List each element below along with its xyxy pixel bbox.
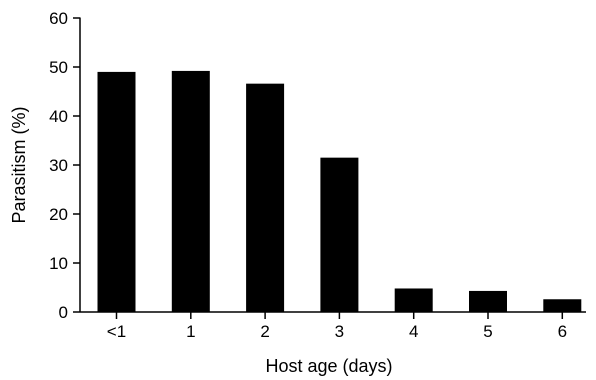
bar	[97, 71, 136, 313]
y-tick-label: 40	[49, 107, 68, 126]
bar	[543, 299, 582, 312]
x-tick-label: 1	[186, 322, 195, 341]
x-tick-label: 3	[335, 322, 344, 341]
x-tick-label: 2	[260, 322, 269, 341]
x-axis-title: Host age (days)	[265, 356, 392, 376]
bar	[320, 157, 359, 312]
y-axis-title: Parasitism (%)	[9, 106, 29, 223]
bar	[171, 70, 210, 312]
x-tick-label: <1	[107, 322, 126, 341]
y-tick-label: 30	[49, 156, 68, 175]
y-tick-label: 0	[59, 303, 68, 322]
x-tick-label: 5	[483, 322, 492, 341]
x-axis-ticks: <1 1 2 3 4 5 6	[107, 312, 567, 341]
bar	[246, 83, 285, 312]
x-tick-label: 4	[409, 322, 418, 341]
y-tick-label: 10	[49, 254, 68, 273]
bar	[394, 288, 433, 312]
y-tick-label: 20	[49, 205, 68, 224]
bars	[97, 70, 582, 313]
y-tick-label: 60	[49, 9, 68, 28]
x-tick-label: 6	[558, 322, 567, 341]
y-tick-label: 50	[49, 58, 68, 77]
y-axis-ticks: 0 10 20 30 40 50 60	[49, 9, 80, 322]
bar	[469, 290, 507, 312]
